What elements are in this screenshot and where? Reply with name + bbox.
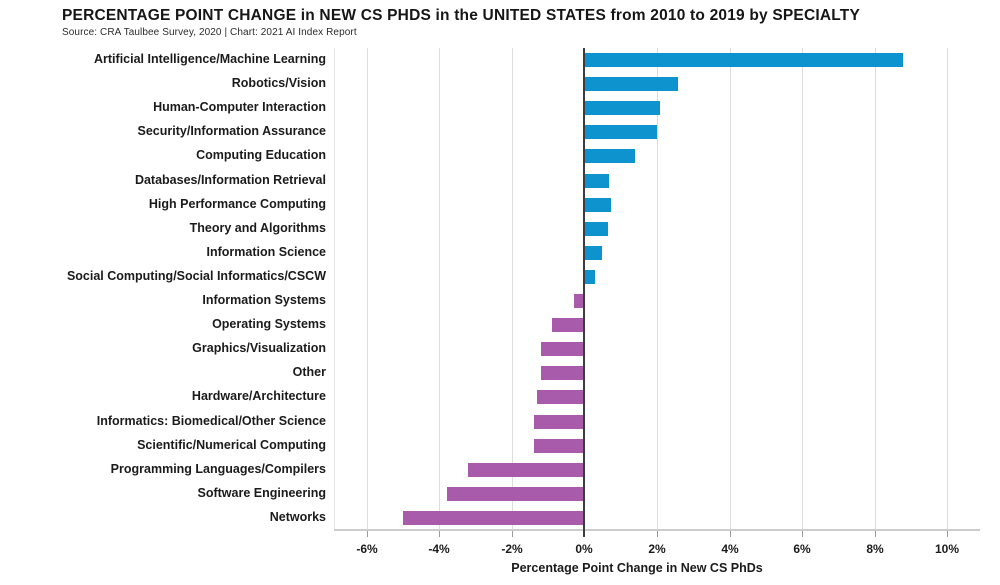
category-label: Other [292,365,326,379]
category-label: Robotics/Vision [231,76,326,90]
x-tick-label: 8% [866,542,884,556]
bar [403,511,583,525]
category-label: High Performance Computing [148,197,326,211]
category-label: Security/Information Assurance [137,124,326,138]
bar [585,222,608,236]
category-label: Databases/Information Retrieval [134,173,326,187]
plot-left-border [334,48,335,530]
category-label: Software Engineering [197,486,327,500]
gridline [947,48,948,530]
category-label: Graphics/Visualization [192,341,326,355]
bar [541,366,584,380]
x-axis-tick [367,530,368,537]
category-label: Computing Education [196,148,326,162]
bar [552,318,584,332]
x-axis-title: Percentage Point Change in New CS PhDs [511,561,763,575]
bar [534,415,584,429]
category-label: Information Systems [202,293,326,307]
category-label: Informatics: Biomedical/Other Science [96,414,326,428]
gridline [657,48,658,530]
category-label: Networks [269,510,326,524]
x-axis-tick [657,530,658,537]
bar [585,198,611,212]
bar [585,246,602,260]
x-tick-label: 2% [648,542,666,556]
x-tick-label: 4% [721,542,739,556]
bar [585,174,609,188]
x-axis-tick [439,530,440,537]
category-label: Scientific/Numerical Computing [137,438,326,452]
x-axis-line [334,529,980,531]
bar [468,463,583,477]
chart-source-note: Source: CRA Taulbee Survey, 2020 | Chart… [62,27,357,38]
x-axis-tick [730,530,731,537]
category-label: Information Science [206,245,326,259]
bar [585,270,595,284]
bar [585,149,635,163]
zero-axis-line [583,48,585,537]
category-label: Theory and Algorithms [189,221,326,235]
bar [534,439,584,453]
bar [585,77,678,91]
category-label: Operating Systems [212,317,326,331]
x-tick-label: -2% [501,542,523,556]
bar [585,125,657,139]
bar [541,342,584,356]
bar [585,53,903,67]
category-label: Human-Computer Interaction [153,100,326,114]
x-tick-label: -4% [428,542,450,556]
x-axis-tick [802,530,803,537]
x-tick-label: -6% [356,542,378,556]
x-axis-tick [512,530,513,537]
category-label: Programming Languages/Compilers [110,462,326,476]
bar [585,101,660,115]
x-tick-label: 10% [934,542,960,556]
category-label: Hardware/Architecture [191,389,326,403]
gridline [512,48,513,530]
category-label: Social Computing/Social Informatics/CSCW [66,269,326,283]
x-tick-label: 0% [575,542,593,556]
bar [574,294,584,308]
gridline [802,48,803,530]
gridline [875,48,876,530]
category-label: Artificial Intelligence/Machine Learning [94,52,326,66]
x-tick-label: 6% [793,542,811,556]
gridline [439,48,440,530]
gridline [730,48,731,530]
bar [537,390,583,404]
x-axis-tick [947,530,948,537]
x-axis-tick [875,530,876,537]
gridline [367,48,368,530]
bar [447,487,584,501]
chart-title: PERCENTAGE POINT CHANGE in NEW CS PHDS i… [62,7,860,24]
